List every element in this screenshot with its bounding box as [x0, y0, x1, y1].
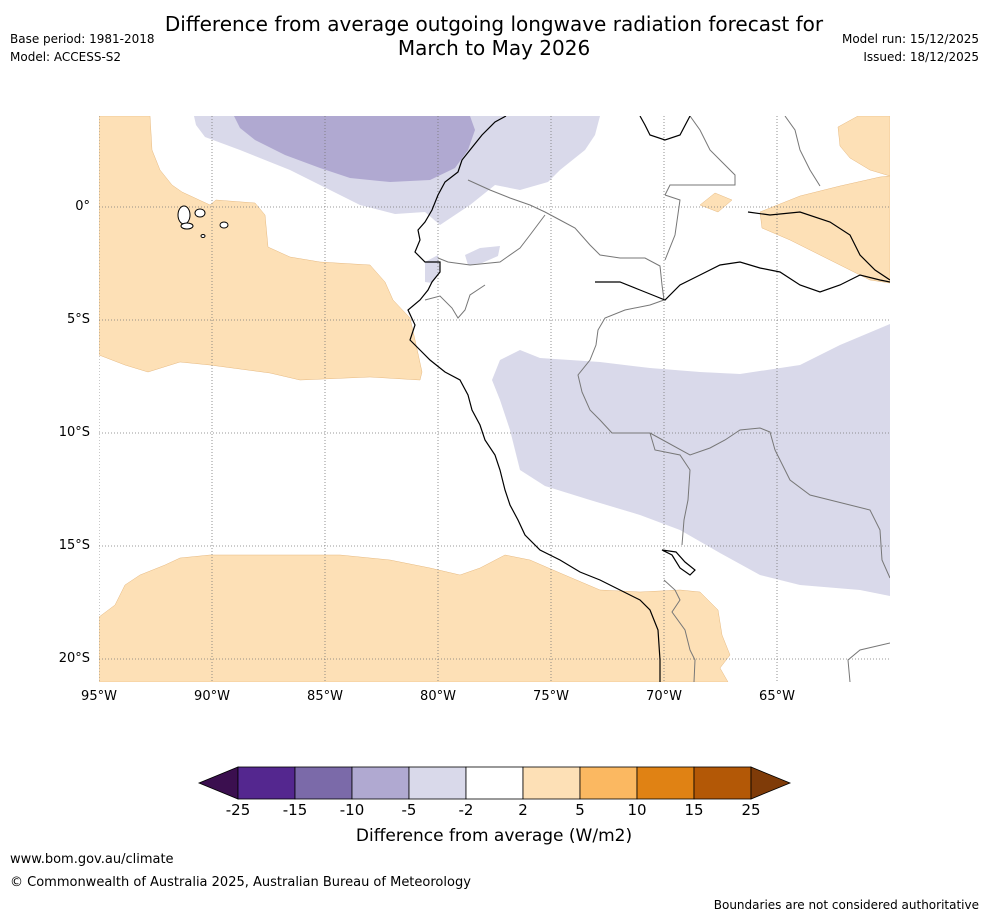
meta-right: Model run: 15/12/2025 Issued: 18/12/2025	[842, 30, 979, 66]
gridlines	[99, 116, 890, 682]
map-area	[99, 116, 890, 682]
chart-title: Difference from average outgoing longwav…	[0, 12, 988, 60]
colorbar-bin-2	[294, 766, 353, 800]
boundary-bolivia-brazil	[649, 427, 890, 579]
colorbar-bin-8	[636, 766, 695, 800]
lon-label-65w: 65°W	[759, 689, 795, 704]
lat-label-0: 0°	[75, 199, 90, 214]
boundary-venezuela-brazil	[664, 194, 681, 261]
colorbar-tick-label: -5	[401, 801, 417, 819]
coastline-negro-river	[747, 211, 890, 281]
colorbar-title: Difference from average (W/m2)	[355, 826, 633, 846]
colorbar-tick-label: -25	[225, 801, 251, 819]
boundary-ecuador-south	[424, 284, 486, 319]
lat-label-5s: 5°S	[66, 312, 90, 327]
anomaly-region-medium-purple	[234, 116, 475, 182]
boundary-colombia-venezuela	[664, 116, 736, 196]
galapagos-island-isabela	[177, 205, 191, 225]
lon-label-75w: 75°W	[533, 689, 569, 704]
colorbar-extend-left	[197, 766, 239, 800]
colorbar-bin-9	[693, 766, 752, 800]
lon-label-95w: 95°W	[81, 689, 117, 704]
colorbar-tick-label: 25	[741, 801, 761, 819]
issued-date: Issued: 18/12/2025	[863, 50, 979, 64]
coastline-amazon-river	[595, 261, 890, 301]
colorbar-bin-5	[465, 766, 524, 800]
anomaly-region-orange-west-pacific	[99, 116, 423, 381]
galapagos-island-san-cristobal	[219, 221, 229, 229]
boundary-guyana	[784, 116, 821, 187]
colorbar-tick-label: -10	[339, 801, 365, 819]
model-name: Model: ACCESS-S2	[10, 50, 122, 64]
colorbar-tick-label: 15	[684, 801, 704, 819]
boundary-chile-bolivia	[663, 579, 696, 682]
coastline-caribbean	[639, 116, 691, 141]
colorbar-tick-label: 2	[518, 801, 528, 819]
lon-label-90w: 90°W	[194, 689, 230, 704]
colorbar-bin-1	[237, 766, 296, 800]
galapagos-island-small	[200, 234, 206, 238]
footer-disclaimer: Boundaries are not considered authoritat…	[713, 898, 979, 912]
footer-url[interactable]: www.bom.gov.au/climate	[10, 852, 174, 867]
lat-label-20s: 20°S	[58, 651, 90, 666]
colorbar	[197, 766, 792, 800]
colorbar-bin-4	[408, 766, 467, 800]
lat-label-10s: 10°S	[58, 425, 90, 440]
galapagos-island-santa-cruz	[194, 208, 206, 218]
colorbar-tick-label: 10	[627, 801, 647, 819]
lon-label-80w: 80°W	[420, 689, 456, 704]
colorbar-bin-7	[579, 766, 638, 800]
model-run: Model run: 15/12/2025	[841, 32, 979, 46]
boundary-ecuador-peru	[437, 214, 546, 266]
country-boundaries	[424, 116, 890, 682]
anomaly-region-orange-northeast	[837, 116, 890, 177]
colorbar-extend-right	[750, 766, 792, 800]
lon-label-70w: 70°W	[646, 689, 682, 704]
anomaly-region-orange-amazon	[759, 175, 890, 284]
coastlines	[407, 116, 890, 682]
base-period: Base period: 1981-2018	[10, 32, 155, 46]
coastline-titicaca	[661, 549, 696, 576]
galapagos-island-south	[180, 222, 194, 230]
colorbar-tick-label: 5	[575, 801, 585, 819]
boundary-peru-bolivia	[649, 432, 691, 546]
lat-label-15s: 15°S	[58, 538, 90, 553]
boundary-colombia-ecuador	[467, 179, 665, 301]
boundary-paraguay	[847, 642, 890, 682]
coastline-west-south-america	[407, 116, 661, 682]
anomaly-region-orange-south	[99, 554, 731, 682]
meta-left: Base period: 1981-2018 Model: ACCESS-S2	[10, 30, 155, 66]
boundary-peru-brazil	[577, 299, 665, 434]
colorbar-tick-label: -15	[282, 801, 308, 819]
anomaly-region-light-purple-east	[492, 324, 890, 596]
colorbar-bin-3	[351, 766, 410, 800]
lon-label-85w: 85°W	[307, 689, 343, 704]
galapagos-islands	[177, 205, 229, 238]
footer-copyright: © Commonwealth of Australia 2025, Austra…	[10, 875, 471, 890]
title-line-1: Difference from average outgoing longwav…	[164, 12, 824, 36]
colorbar-bin-6	[522, 766, 581, 800]
anomaly-region-light-purple-small	[465, 246, 500, 265]
colorbar-tick-label: -2	[458, 801, 474, 819]
title-line-2: March to May 2026	[397, 36, 591, 60]
